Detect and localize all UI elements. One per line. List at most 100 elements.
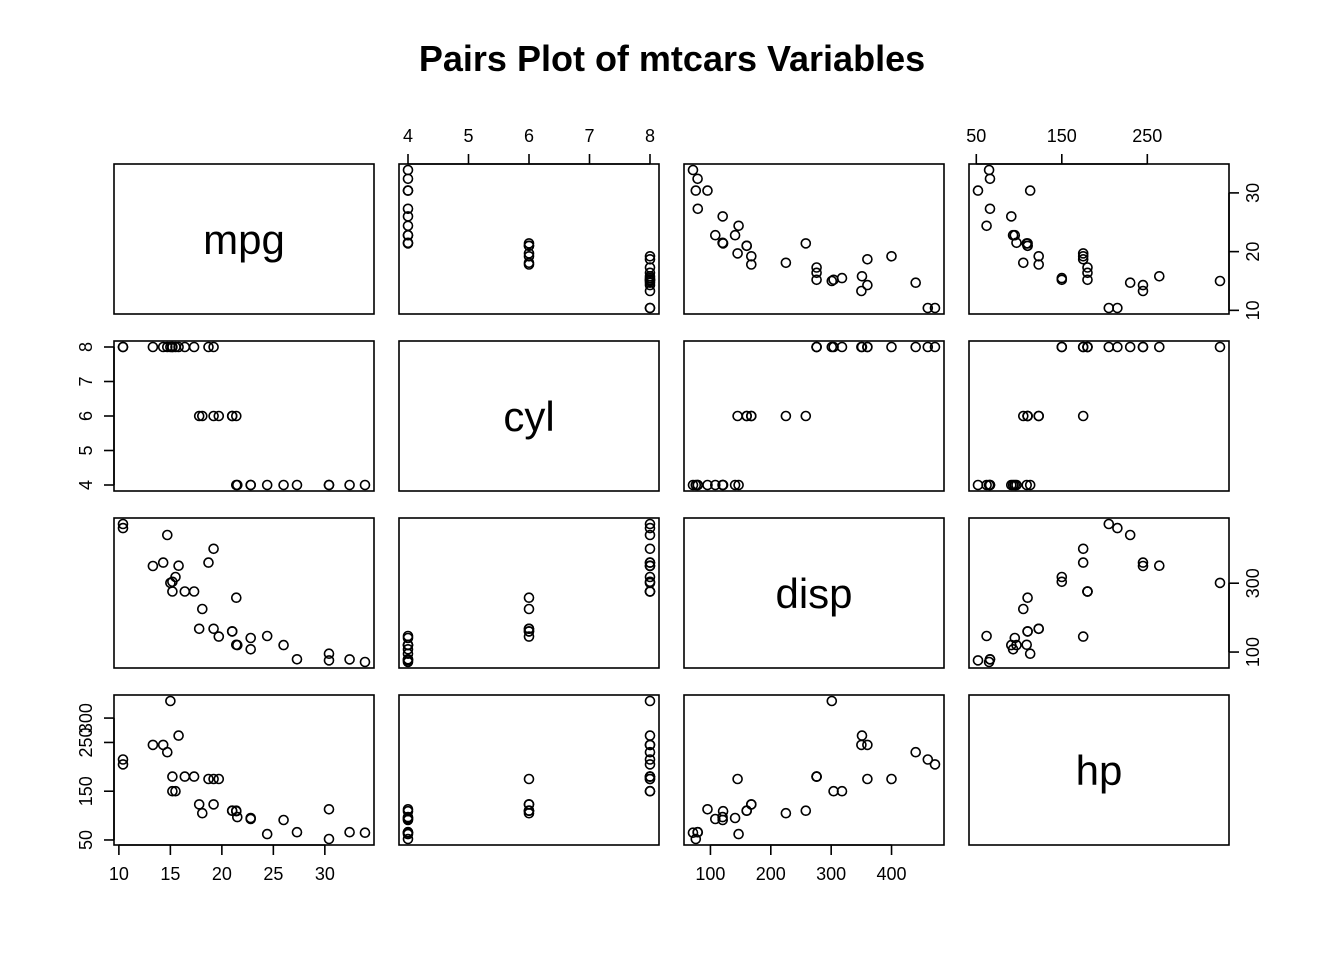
- point-cyl-hp-18: [972, 479, 984, 491]
- point-disp-hp-28: [1154, 560, 1165, 572]
- point-hp-mpg-24: [208, 773, 219, 785]
- point-cyl-hp-31: [1021, 479, 1032, 491]
- right-tick-label-mpg-30: 30: [1243, 183, 1263, 203]
- point-disp-mpg-31: [231, 639, 242, 651]
- point-cyl-hp-14: [1103, 341, 1115, 353]
- left-tick-label-hp-150: 150: [76, 776, 96, 806]
- point-mpg-cyl-8: [402, 229, 414, 241]
- panel-cyl-cyl: [398, 340, 660, 492]
- point-hp-disp-16: [910, 746, 922, 758]
- point-cyl-mpg-12: [188, 341, 200, 353]
- point-disp-cyl-15: [644, 522, 656, 534]
- top-tick-label-hp-250: 250: [1132, 126, 1162, 146]
- point-cyl-disp-2: [709, 479, 721, 491]
- point-mpg-disp-1: [741, 240, 753, 252]
- point-hp-cyl-16: [644, 746, 656, 758]
- point-mpg-cyl-30: [644, 275, 656, 287]
- point-cyl-disp-27: [702, 479, 713, 491]
- point-mpg-cyl-26: [402, 211, 414, 222]
- point-mpg-hp-10: [1033, 259, 1044, 270]
- point-mpg-hp-17: [984, 173, 996, 185]
- point-hp-disp-27: [702, 803, 713, 815]
- point-disp-cyl-8: [402, 632, 414, 644]
- point-cyl-mpg-24: [208, 341, 219, 353]
- point-cyl-disp-15: [922, 341, 934, 353]
- point-disp-mpg-25: [291, 653, 303, 665]
- point-disp-mpg-6: [157, 557, 169, 568]
- point-mpg-hp-11: [1082, 267, 1093, 279]
- point-hp-mpg-1: [226, 805, 238, 817]
- point-mpg-cyl-7: [402, 220, 414, 232]
- point-hp-cyl-20: [402, 811, 414, 823]
- point-disp-mpg-17: [344, 654, 355, 665]
- point-mpg-cyl-15: [644, 302, 656, 314]
- point-disp-hp-3: [1022, 592, 1033, 604]
- point-mpg-disp-7: [733, 220, 744, 232]
- bottom-tick-label-mpg-30: 30: [315, 864, 335, 884]
- point-mpg-disp-31: [717, 238, 729, 249]
- point-cyl-mpg-9: [208, 410, 219, 422]
- point-cyl-disp-6: [862, 341, 873, 353]
- point-disp-mpg-8: [245, 632, 256, 644]
- point-disp-cyl-24: [644, 543, 656, 555]
- point-disp-hp-20: [1011, 639, 1022, 651]
- panel-mpg-mpg: [113, 163, 375, 315]
- point-cyl-hp-10: [1033, 410, 1044, 422]
- point-mpg-hp-25: [984, 203, 996, 215]
- point-hp-cyl-10: [523, 799, 535, 810]
- point-disp-hp-6: [1137, 557, 1149, 568]
- point-hp-disp-4: [862, 773, 873, 785]
- point-cyl-disp-24: [886, 341, 897, 353]
- point-cyl-hp-28: [1154, 341, 1165, 353]
- bottom-tick-label-mpg-15: 15: [160, 864, 180, 884]
- point-hp-disp-19: [687, 827, 699, 839]
- point-mpg-hp-7: [981, 220, 992, 232]
- scatter-matrix: mpg cyl disp hp 4 5 6 7 8 50 150 250 10 15 20 25 30 100 20…: [76, 126, 1263, 884]
- point-hp-mpg-19: [359, 827, 371, 839]
- bottom-tick-label-mpg-20: 20: [212, 864, 232, 884]
- point-mpg-disp-10: [745, 259, 757, 270]
- point-disp-mpg-14: [117, 518, 129, 530]
- panel-mpg-hp: [968, 163, 1230, 315]
- point-disp-mpg-29: [213, 631, 225, 642]
- point-mpg-hp-18: [972, 185, 984, 196]
- point-cyl-hp-16: [1124, 341, 1136, 353]
- point-hp-mpg-26: [278, 814, 289, 826]
- diagonal-label-mpg: mpg: [203, 216, 285, 263]
- point-hp-cyl-29: [523, 773, 535, 785]
- point-mpg-disp-14: [929, 302, 941, 314]
- point-mpg-disp-11: [811, 267, 822, 279]
- point-cyl-mpg-26: [278, 479, 289, 491]
- point-mpg-disp-8: [729, 229, 741, 241]
- point-cyl-hp-15: [1112, 341, 1123, 353]
- point-disp-hp-10: [1033, 623, 1044, 635]
- point-disp-mpg-23: [147, 560, 159, 572]
- point-hp-mpg-31: [231, 805, 242, 817]
- point-mpg-disp-26: [717, 211, 729, 222]
- point-mpg-hp-22: [1056, 274, 1068, 286]
- top-tick-label-hp-50: 50: [966, 126, 986, 146]
- point-hp-mpg-4: [203, 773, 214, 785]
- panel-disp-cyl: [398, 517, 660, 669]
- point-mpg-disp-16: [910, 277, 922, 289]
- point-hp-disp-15: [922, 754, 934, 765]
- point-disp-cyl-25: [402, 653, 414, 665]
- point-cyl-disp-8: [729, 479, 741, 491]
- point-hp-mpg-22: [167, 785, 178, 797]
- point-hp-mpg-21: [170, 785, 181, 797]
- point-cyl-mpg-16: [162, 341, 173, 353]
- point-mpg-disp-18: [690, 185, 702, 196]
- point-disp-cyl-5: [523, 603, 535, 615]
- left-tick-label-hp-250: 250: [76, 727, 96, 757]
- point-cyl-hp-27: [1024, 479, 1036, 491]
- point-cyl-mpg-23: [147, 341, 159, 353]
- point-mpg-disp-5: [780, 257, 792, 269]
- point-mpg-disp-3: [800, 238, 812, 249]
- point-hp-mpg-15: [117, 754, 129, 765]
- point-hp-mpg-13: [167, 771, 178, 782]
- point-mpg-disp-23: [856, 285, 867, 297]
- point-cyl-mpg-10: [193, 410, 205, 422]
- point-mpg-disp-13: [811, 274, 822, 286]
- point-cyl-disp-16: [910, 341, 922, 353]
- point-hp-cyl-31: [402, 805, 414, 817]
